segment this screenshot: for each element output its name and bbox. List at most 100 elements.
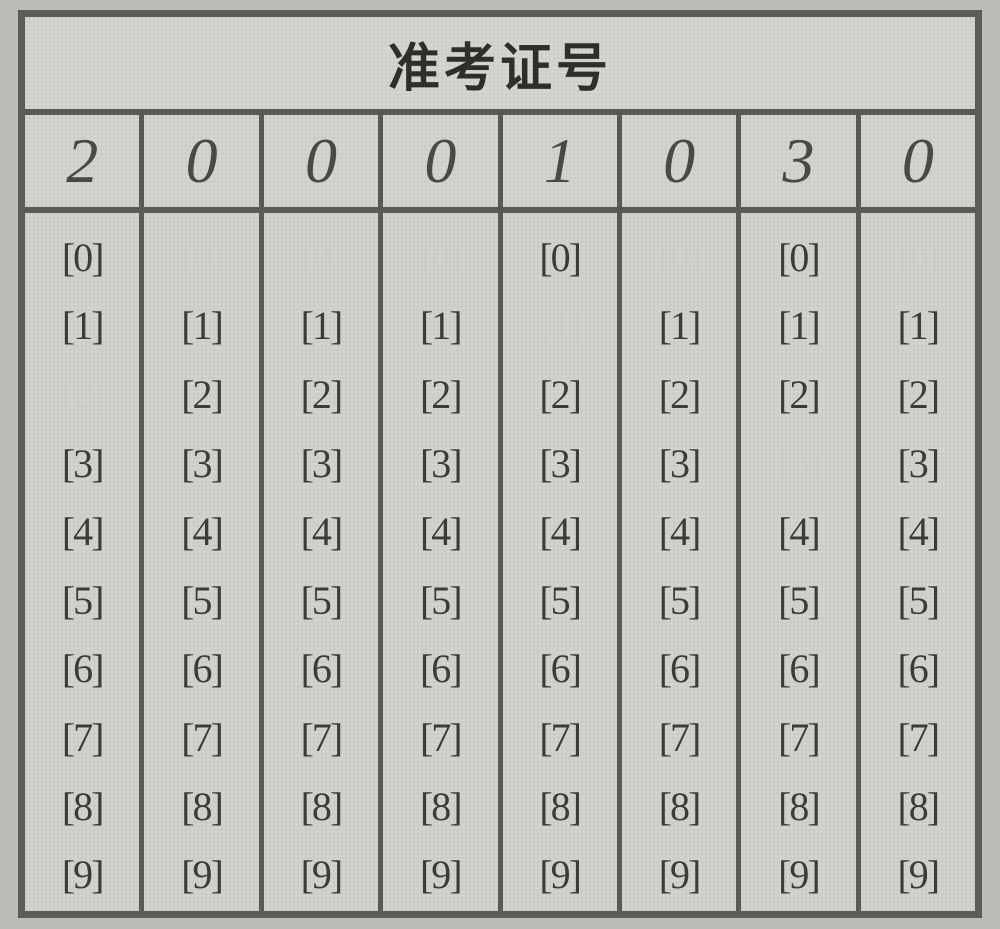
bubble: [3] (657, 440, 702, 487)
bubble-cell[interactable]: [1] (264, 292, 378, 361)
bubble-cell[interactable]: [7] (264, 703, 378, 772)
bubble: [3] (537, 440, 582, 487)
bubble: [4] (418, 508, 463, 555)
bubble: [4] (60, 508, 105, 555)
bubble-cell[interactable]: [4] (503, 497, 617, 566)
bubble-cell[interactable]: [9] (503, 840, 617, 909)
bubble-cell[interactable]: [8] (383, 772, 497, 841)
bubble-cell[interactable]: [4] (861, 497, 975, 566)
bubble-cell[interactable]: [7] (861, 703, 975, 772)
bubble-cell[interactable]: [5] (25, 566, 139, 635)
bubble-cell[interactable]: [4] (741, 497, 855, 566)
bubble-cell[interactable]: [8] (861, 772, 975, 841)
bubble-cell[interactable]: [5] (264, 566, 378, 635)
bubble-cell[interactable]: [9] (383, 840, 497, 909)
bubble-cell[interactable]: [4] (622, 497, 736, 566)
bubble: [7] (179, 714, 224, 761)
bubble-cell[interactable]: [8] (144, 772, 258, 841)
exam-id-sheet: 准考证号 20001030 [0][1][2][3][4][5][6][7][8… (18, 10, 982, 918)
bubble-cell[interactable]: [5] (622, 566, 736, 635)
bubble-cell[interactable]: [2] (622, 360, 736, 429)
handwritten-digit: 0 (144, 115, 263, 207)
bubble-cell[interactable]: [9] (264, 840, 378, 909)
bubble: [2] (299, 371, 344, 418)
bubble-cell[interactable]: [8] (503, 772, 617, 841)
bubble-cell[interactable]: [3] (383, 429, 497, 498)
bubble-cell[interactable]: [0] (622, 223, 736, 292)
bubble-cell[interactable]: [9] (741, 840, 855, 909)
bubble: [8] (60, 783, 105, 830)
bubble-cell[interactable]: [0] (503, 223, 617, 292)
bubble-cell[interactable]: [9] (622, 840, 736, 909)
bubble-cell[interactable]: [1] (503, 292, 617, 361)
bubble-cell[interactable]: [9] (25, 840, 139, 909)
bubble-cell[interactable]: [2] (383, 360, 497, 429)
bubble-cell[interactable]: [8] (264, 772, 378, 841)
bubble-cell[interactable]: [1] (144, 292, 258, 361)
bubble-cell[interactable]: [6] (622, 635, 736, 704)
bubble-cell[interactable]: [2] (144, 360, 258, 429)
bubble-cell[interactable]: [0] (861, 223, 975, 292)
bubble-cell[interactable]: [1] (383, 292, 497, 361)
bubble: [9] (418, 851, 463, 898)
bubble-cell[interactable]: [3] (622, 429, 736, 498)
bubble-cell[interactable]: [3] (264, 429, 378, 498)
bubble-cell[interactable]: [7] (741, 703, 855, 772)
bubble: [0] (60, 234, 105, 281)
bubble-cell[interactable]: [2] (861, 360, 975, 429)
bubble-cell[interactable]: [1] (25, 292, 139, 361)
bubble-cell[interactable]: [7] (144, 703, 258, 772)
bubble-cell[interactable]: [3] (25, 429, 139, 498)
bubble-cell[interactable]: [5] (741, 566, 855, 635)
bubble-cell[interactable]: [6] (503, 635, 617, 704)
bubble-cell[interactable]: [0] (144, 223, 258, 292)
bubble-cell[interactable]: [7] (622, 703, 736, 772)
bubble-cell[interactable]: [8] (622, 772, 736, 841)
bubble-cell[interactable]: [4] (264, 497, 378, 566)
bubble-cell[interactable]: [7] (25, 703, 139, 772)
bubble-cell[interactable]: [1] (861, 292, 975, 361)
bubble-cell[interactable]: [2] (741, 360, 855, 429)
bubble-cell[interactable]: [5] (144, 566, 258, 635)
bubble-cell[interactable]: [4] (25, 497, 139, 566)
bubble: [9] (537, 851, 582, 898)
bubble-cell[interactable]: [3] (144, 429, 258, 498)
bubble-cell[interactable]: [3] (741, 429, 855, 498)
bubble-cell[interactable]: [5] (503, 566, 617, 635)
bubble-cell[interactable]: [0] (25, 223, 139, 292)
bubble-cell[interactable]: [7] (503, 703, 617, 772)
bubble-cell[interactable]: [0] (383, 223, 497, 292)
bubble-cell[interactable]: [3] (503, 429, 617, 498)
bubble-cell[interactable]: [4] (144, 497, 258, 566)
bubble-cell[interactable]: [0] (741, 223, 855, 292)
bubble-cell[interactable]: [6] (144, 635, 258, 704)
bubble-cell[interactable]: [1] (622, 292, 736, 361)
bubble-cell[interactable]: [6] (264, 635, 378, 704)
bubble-cell[interactable]: [6] (383, 635, 497, 704)
bubble: [1] (299, 302, 344, 349)
bubble-cell[interactable]: [0] (264, 223, 378, 292)
handwritten-digit: 2 (25, 115, 144, 207)
bubble-cell[interactable]: [9] (861, 840, 975, 909)
bubble-cell[interactable]: [8] (741, 772, 855, 841)
bubble-cell[interactable]: [5] (383, 566, 497, 635)
bubble-cell[interactable]: [5] (861, 566, 975, 635)
bubble-cell[interactable]: [3] (861, 429, 975, 498)
bubble-filled: [0] (179, 234, 224, 281)
bubble: [1] (60, 302, 105, 349)
bubble-cell[interactable]: [2] (264, 360, 378, 429)
bubble: [7] (418, 714, 463, 761)
bubble: [6] (895, 645, 940, 692)
bubble-cell[interactable]: [2] (25, 360, 139, 429)
bubble-cell[interactable]: [6] (741, 635, 855, 704)
bubble: [9] (60, 851, 105, 898)
bubble-cell[interactable]: [9] (144, 840, 258, 909)
bubble-cell[interactable]: [8] (25, 772, 139, 841)
bubble-cell[interactable]: [4] (383, 497, 497, 566)
bubble: [2] (895, 371, 940, 418)
bubble-cell[interactable]: [6] (25, 635, 139, 704)
bubble-cell[interactable]: [6] (861, 635, 975, 704)
bubble-cell[interactable]: [7] (383, 703, 497, 772)
bubble-cell[interactable]: [2] (503, 360, 617, 429)
bubble-cell[interactable]: [1] (741, 292, 855, 361)
